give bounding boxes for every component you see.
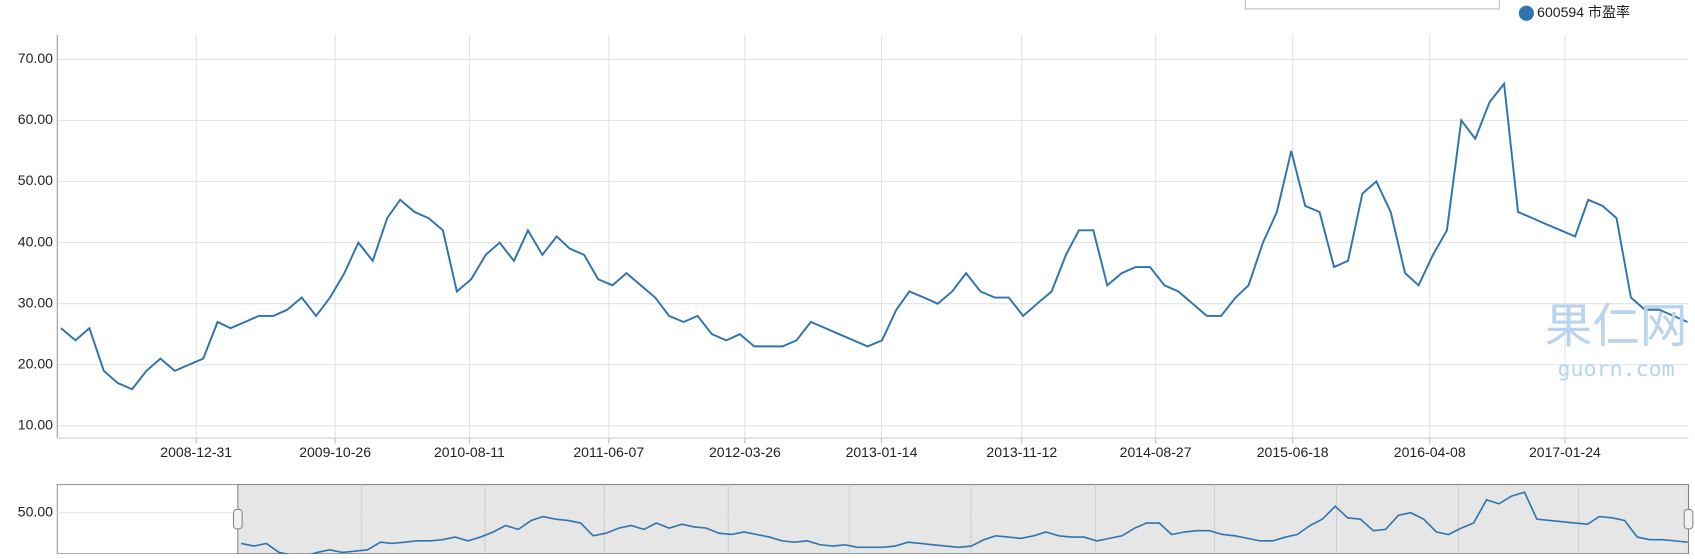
legend-marker [1518,5,1534,21]
x-tick-label: 2016-04-08 [1394,444,1466,460]
y-tick-label: 20.00 [18,355,53,371]
x-tick-label: 2014-08-27 [1120,444,1192,460]
navigator-selection [237,484,1690,555]
x-tick-label: 2013-01-14 [846,444,918,460]
y-tick-label: 70.00 [18,50,53,66]
x-tick-label: 2010-08-11 [434,444,505,460]
watermark-title: 果仁网 [1545,301,1688,354]
x-tick-label: 2011-06-07 [573,444,644,460]
navigator-handle[interactable] [1683,508,1694,530]
y-tick-label: 10.00 [18,417,53,433]
x-tick-label: 2009-10-26 [299,444,371,460]
legend-label: 600594 市盈率 [1537,4,1630,20]
series-line [60,81,1688,391]
y-tick-label: 30.00 [18,294,53,310]
x-tick-label: 2013-11-12 [986,444,1057,460]
navigator-line [241,491,1688,558]
navigator-handle[interactable] [232,508,243,530]
x-tick-label: 2008-12-31 [160,444,232,460]
watermark-url: guorn.com [1558,357,1675,382]
x-tick-label: 2017-01-24 [1529,444,1601,460]
y-tick-label: 60.00 [18,111,53,127]
x-tick-label: 2012-03-26 [709,444,781,460]
search-box[interactable] [1244,0,1500,10]
x-tick-label: 2015-06-18 [1257,444,1329,460]
y-tick-label: 50.00 [18,172,53,188]
navigator-y-tick-label: 50.00 [18,503,53,519]
y-tick-label: 40.00 [18,233,53,249]
